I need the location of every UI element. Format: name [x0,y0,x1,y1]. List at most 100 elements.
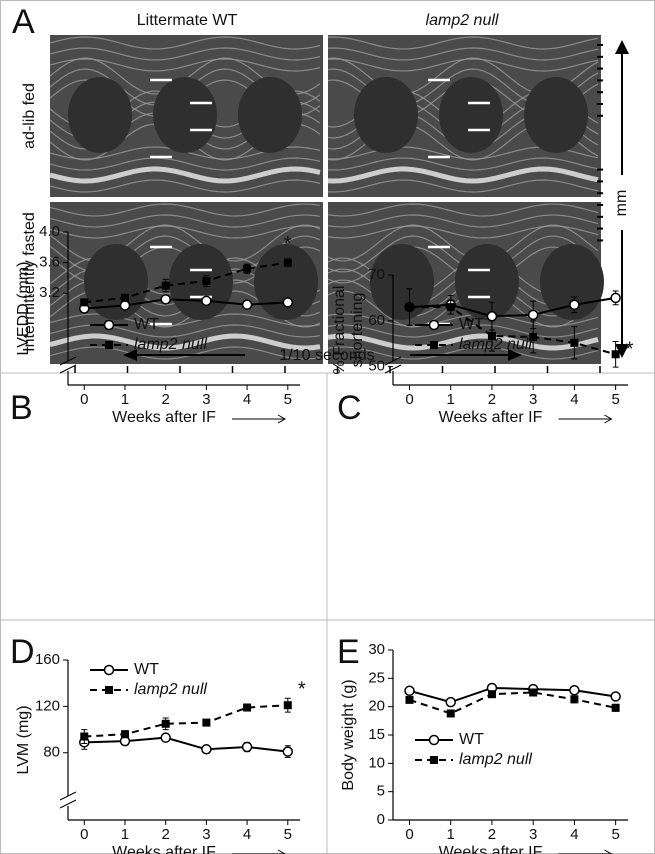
echo-texture [49,225,321,239]
echo-texture [327,224,599,262]
marker [446,303,455,312]
x-tick-label: 5 [611,391,619,408]
x-tick-label: 5 [284,826,292,843]
echo-cavity [370,244,434,320]
y-tick-label: 3.6 [39,254,60,271]
marker [283,258,292,267]
legend-marker [430,756,438,764]
y-tick-label: 15 [368,726,385,743]
panel-label: D [10,633,35,671]
marker [404,685,415,697]
y-tick-label: 25 [368,669,385,686]
marker [570,695,579,704]
echo-cavity [68,77,132,153]
legend-label: lamp2 null [134,336,207,353]
x-tick-label: 0 [80,391,88,408]
x-tick-label: 1 [121,391,129,408]
y-tick-label: 60 [368,312,385,329]
panel-label: E [337,633,360,671]
series-line [409,296,616,318]
x-scale-label: 1/10 seconds [279,347,374,364]
annotation: * [284,233,292,255]
echo-texture [49,157,321,171]
x-tick-label: 3 [202,391,210,408]
x-tick-label: 2 [488,391,496,408]
marker [243,264,252,273]
row-label: Intermittently fasted [21,212,38,352]
echo-texture [327,214,599,228]
panel-label: A [12,3,35,41]
x-axis-label: Weeks after IF [439,844,543,854]
legend-label: WT [459,316,484,333]
marker [160,294,171,305]
legend-marker [430,341,438,349]
x-axis-label: Weeks after IF [112,844,216,854]
x-tick-label: 2 [162,826,170,843]
legend-label: WT [134,661,159,678]
x-tick-label: 2 [162,391,170,408]
marker [119,300,131,311]
marker [487,331,496,340]
marker [161,281,170,290]
echo-texture [49,214,321,228]
y-axis-label: LVM (mg) [15,705,32,774]
y-tick-label: 20 [368,698,385,715]
marker [241,741,253,753]
series-line [84,736,288,753]
marker [529,688,538,697]
echo-cavity [169,244,233,320]
marker [446,709,455,718]
series-line [409,686,616,704]
x-label-arrow [232,414,287,424]
x-tick-label: 3 [202,826,210,843]
x-label-arrow [558,414,613,424]
column-label: lamp2 null [426,12,499,29]
x-label-arrow [232,849,287,854]
marker [445,696,456,708]
marker [202,718,211,727]
scale-arrow [130,48,623,356]
x-tick-label: 4 [570,391,578,408]
y-tick-label: 80 [43,744,60,761]
series-line [409,306,616,356]
legend-label: WT [134,316,159,333]
echo-texture [327,47,599,61]
echo-texture [327,346,599,360]
x-axis-label: Weeks after IF [439,409,543,426]
echo-texture [327,203,599,217]
marker [610,292,621,304]
legend-marker [428,734,440,746]
echo-texture [49,179,321,193]
x-label-arrow [558,849,613,854]
x-tick-label: 3 [529,826,537,843]
annotation: * [626,339,634,361]
y-tick-label: 160 [35,651,60,668]
echo-texture [49,203,321,217]
marker [610,691,621,702]
marker [529,332,538,341]
marker [80,298,89,307]
legend-label: lamp2 null [459,336,532,353]
x-tick-label: 0 [405,391,413,408]
x-tick-label: 4 [243,391,251,408]
marker [405,695,414,704]
x-tick-label: 0 [405,826,413,843]
echo-texture [327,333,599,351]
x-tick-label: 1 [447,391,455,408]
echo-cavity [153,77,217,153]
marker [241,299,253,310]
panel-label: B [10,389,33,427]
marker [120,293,129,302]
marker [487,690,496,699]
y-tick-label: 120 [35,697,60,714]
series-line [84,704,288,738]
legend-label: lamp2 null [134,681,207,698]
marker [486,311,498,322]
echo-cavity [455,244,519,320]
marker [282,746,294,757]
marker [120,730,129,739]
echo-cavity [238,77,302,153]
series-line [409,691,616,715]
axis-break [59,356,77,374]
